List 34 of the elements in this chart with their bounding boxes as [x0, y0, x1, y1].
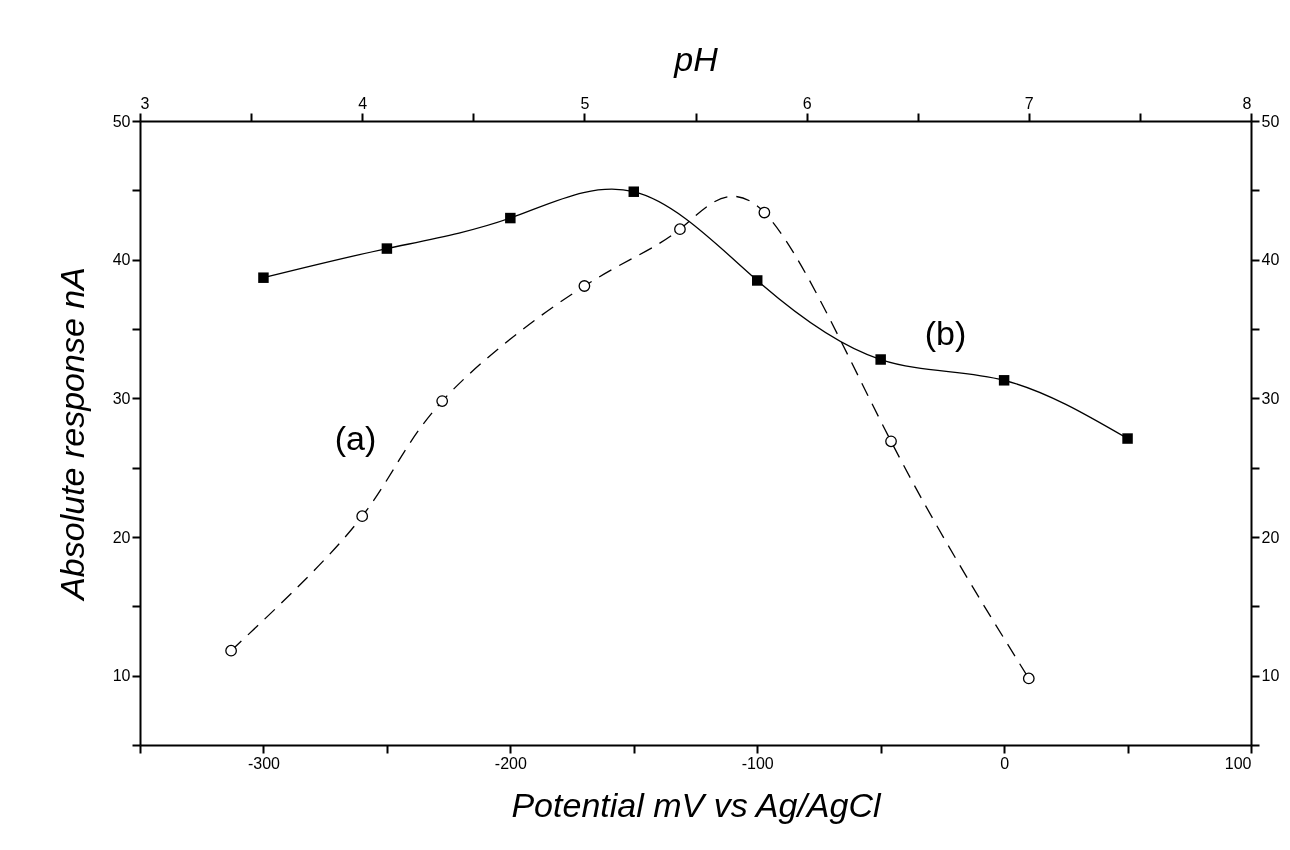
- y2-tick-label: 10: [1261, 667, 1280, 685]
- point: [751, 275, 763, 286]
- point: [998, 375, 1010, 386]
- x-tick-label: 100: [1224, 754, 1252, 772]
- x2-tick-label: 4: [358, 94, 368, 112]
- point: [381, 243, 393, 254]
- x2-axis-title: pH: [673, 39, 719, 78]
- y-tick-label: 20: [112, 528, 131, 546]
- y2-tick-label: 50: [1261, 112, 1280, 130]
- y2-tick-label: 40: [1261, 251, 1280, 269]
- x2-tick-label: 8: [1242, 94, 1252, 112]
- point: [875, 354, 886, 365]
- x-tick-label: 0: [1000, 754, 1010, 772]
- point: [258, 272, 269, 283]
- x2-tick-label: 3: [140, 94, 150, 112]
- x-axis-title: Potential mV vs Ag/AgCl: [511, 785, 882, 824]
- x2-tick-label: 6: [802, 94, 812, 112]
- annotation: (b): [924, 314, 967, 353]
- annotation: (a): [334, 418, 377, 457]
- y2-tick-label: 20: [1261, 528, 1280, 546]
- y-tick-label: 40: [112, 251, 131, 269]
- x-tick-label: -300: [247, 754, 281, 772]
- y-tick-label: 50: [112, 112, 131, 130]
- x2-tick-label: 7: [1024, 94, 1034, 112]
- x2-tick-label: 5: [580, 94, 590, 112]
- x-tick-label: -100: [741, 754, 774, 772]
- y2-tick-label: 30: [1261, 389, 1280, 407]
- point: [1122, 433, 1133, 444]
- x-tick-label: -200: [494, 754, 527, 772]
- point: [505, 212, 516, 224]
- y-tick-label: 10: [112, 667, 131, 685]
- y-tick-label: 30: [112, 389, 131, 407]
- y-axis-title: Absolute response nA: [52, 267, 91, 602]
- point: [628, 186, 640, 197]
